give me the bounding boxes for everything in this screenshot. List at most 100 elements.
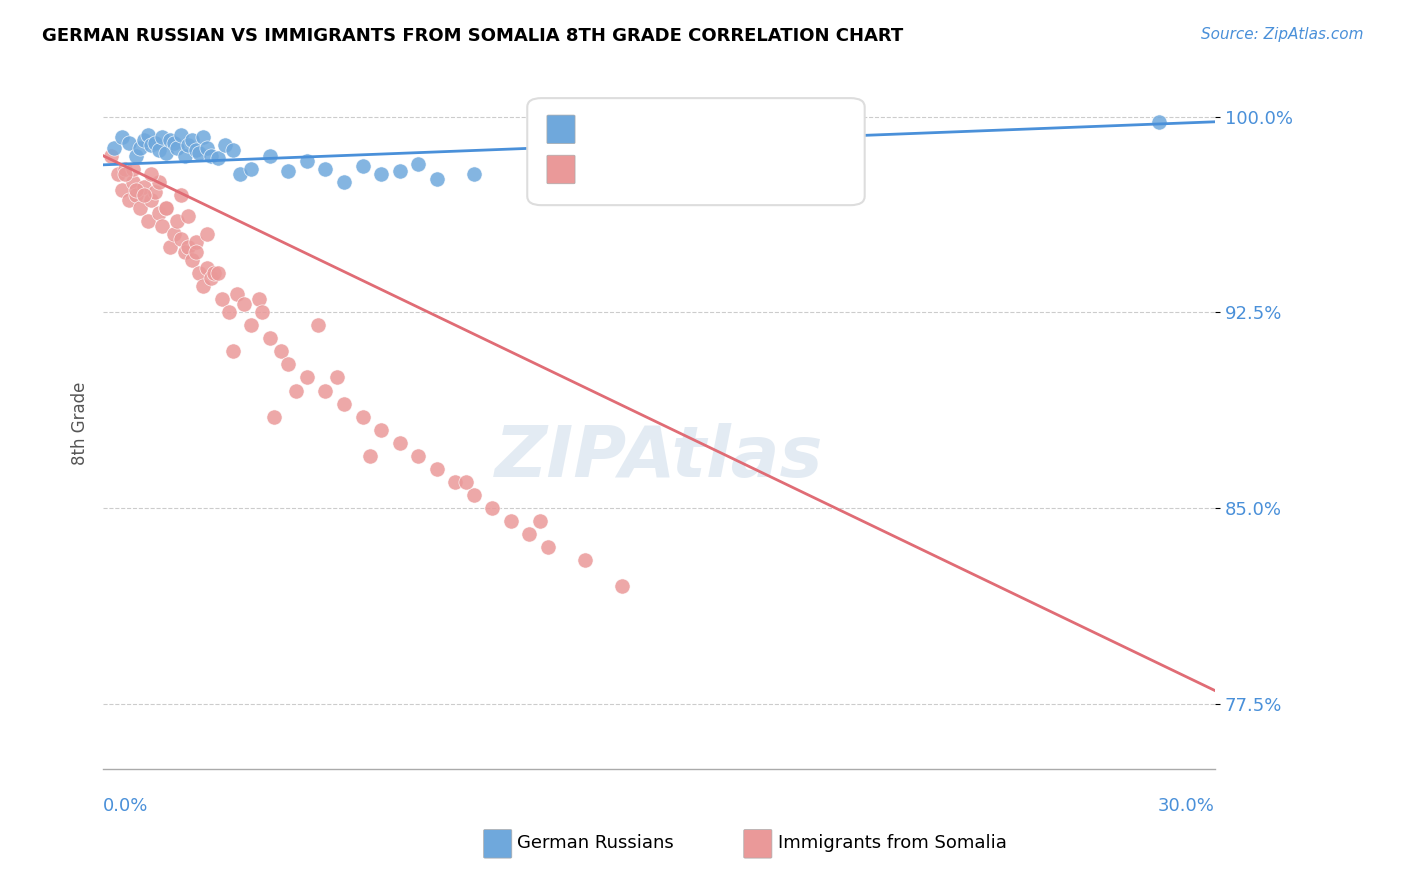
- Point: [181, 133, 204, 147]
- Point: [177, 209, 200, 223]
- Point: [114, 167, 136, 181]
- Y-axis label: 8th Grade: 8th Grade: [72, 382, 89, 465]
- Point: [240, 161, 263, 176]
- Point: [444, 475, 467, 489]
- Point: [129, 141, 152, 155]
- Point: [314, 384, 336, 398]
- Point: [152, 130, 174, 145]
- Point: [307, 318, 329, 333]
- Point: [284, 384, 307, 398]
- Point: [406, 449, 429, 463]
- Point: [207, 266, 229, 280]
- Point: [148, 175, 170, 189]
- Point: [574, 553, 596, 567]
- Point: [136, 128, 159, 142]
- Point: [118, 193, 141, 207]
- Point: [195, 227, 218, 241]
- Point: [222, 344, 245, 359]
- Point: [259, 331, 281, 345]
- Point: [225, 287, 247, 301]
- Point: [125, 187, 148, 202]
- Point: [184, 144, 207, 158]
- Point: [463, 488, 485, 502]
- Point: [141, 138, 163, 153]
- Point: [162, 227, 184, 241]
- Point: [352, 409, 374, 424]
- Point: [200, 149, 222, 163]
- Point: [121, 175, 143, 189]
- Point: [173, 245, 195, 260]
- Point: [352, 159, 374, 173]
- Point: [240, 318, 263, 333]
- Point: [159, 240, 181, 254]
- Point: [170, 187, 193, 202]
- Text: Immigrants from Somalia: Immigrants from Somalia: [778, 834, 1007, 852]
- Point: [152, 219, 174, 234]
- Point: [295, 153, 318, 168]
- Point: [214, 138, 236, 153]
- Text: German Russians: German Russians: [517, 834, 673, 852]
- Point: [537, 540, 560, 554]
- Point: [114, 161, 136, 176]
- Point: [155, 201, 177, 215]
- Point: [132, 187, 155, 202]
- Point: [162, 136, 184, 150]
- Point: [252, 305, 274, 319]
- Point: [648, 175, 671, 189]
- Point: [193, 279, 215, 293]
- Point: [166, 214, 188, 228]
- Point: [222, 144, 245, 158]
- Text: GERMAN RUSSIAN VS IMMIGRANTS FROM SOMALIA 8TH GRADE CORRELATION CHART: GERMAN RUSSIAN VS IMMIGRANTS FROM SOMALI…: [42, 27, 904, 45]
- Point: [141, 193, 163, 207]
- Point: [170, 232, 193, 246]
- Text: ZIPAtlas: ZIPAtlas: [495, 423, 824, 492]
- Point: [370, 423, 392, 437]
- Point: [155, 201, 177, 215]
- Point: [177, 240, 200, 254]
- Point: [181, 253, 204, 268]
- Point: [1149, 115, 1171, 129]
- Point: [270, 344, 292, 359]
- Point: [277, 358, 299, 372]
- Point: [259, 149, 281, 163]
- Point: [207, 151, 229, 165]
- Point: [229, 167, 252, 181]
- Point: [155, 146, 177, 161]
- Point: [463, 167, 485, 181]
- Point: [125, 149, 148, 163]
- Point: [129, 201, 152, 215]
- Point: [111, 130, 134, 145]
- Point: [529, 514, 551, 528]
- Point: [233, 297, 256, 311]
- Point: [132, 180, 155, 194]
- Point: [333, 175, 356, 189]
- Point: [610, 579, 633, 593]
- Point: [184, 235, 207, 249]
- Point: [136, 214, 159, 228]
- Point: [359, 449, 381, 463]
- Point: [188, 146, 211, 161]
- Point: [125, 183, 148, 197]
- Point: [118, 136, 141, 150]
- Point: [370, 167, 392, 181]
- Point: [195, 141, 218, 155]
- Point: [148, 144, 170, 158]
- Point: [132, 133, 155, 147]
- Point: [193, 130, 215, 145]
- Point: [426, 172, 449, 186]
- Point: [211, 292, 233, 306]
- Point: [170, 128, 193, 142]
- Point: [388, 435, 411, 450]
- Point: [166, 141, 188, 155]
- Text: R = -0.542  N = 74: R = -0.542 N = 74: [583, 158, 769, 176]
- Point: [111, 183, 134, 197]
- Text: Source: ZipAtlas.com: Source: ZipAtlas.com: [1201, 27, 1364, 42]
- Point: [159, 133, 181, 147]
- Point: [200, 271, 222, 285]
- Point: [141, 167, 163, 181]
- Point: [277, 164, 299, 178]
- Point: [517, 527, 540, 541]
- Text: R =   0.175   N = 43: R = 0.175 N = 43: [583, 118, 780, 136]
- Point: [100, 149, 122, 163]
- Point: [426, 462, 449, 476]
